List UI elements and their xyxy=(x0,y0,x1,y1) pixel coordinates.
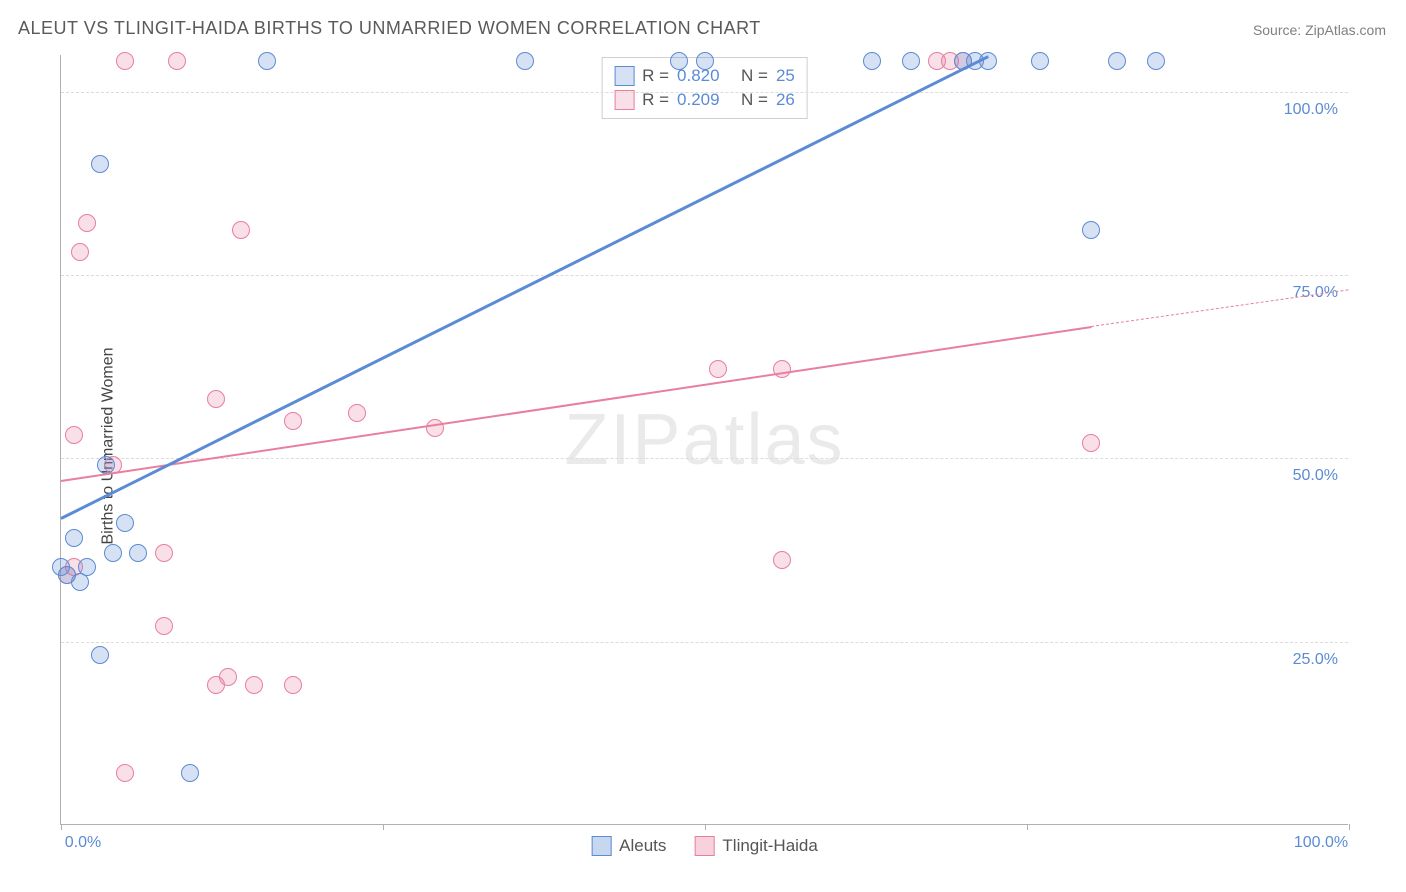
y-tick-label: 100.0% xyxy=(1284,101,1338,119)
data-point xyxy=(97,456,115,474)
data-point xyxy=(116,52,134,70)
trend-line xyxy=(1091,290,1349,328)
n-label: N = xyxy=(741,90,768,110)
n-value-aleuts: 25 xyxy=(776,66,795,86)
watermark-bold: ZIP xyxy=(564,400,682,480)
data-point xyxy=(129,544,147,562)
data-point xyxy=(91,155,109,173)
swatch-aleuts xyxy=(614,66,634,86)
data-point xyxy=(116,514,134,532)
data-point xyxy=(1082,434,1100,452)
data-point xyxy=(863,52,881,70)
legend-item: Tlingit-Haida xyxy=(694,836,817,856)
n-value-tlingit: 26 xyxy=(776,90,795,110)
data-point xyxy=(773,360,791,378)
data-point xyxy=(71,243,89,261)
data-point xyxy=(219,668,237,686)
series-legend: Aleuts Tlingit-Haida xyxy=(591,836,818,856)
data-point xyxy=(168,52,186,70)
x-tick-label: 0.0% xyxy=(65,834,101,852)
data-point xyxy=(155,617,173,635)
watermark-thin: atlas xyxy=(682,400,844,480)
chart-title: ALEUT VS TLINGIT-HAIDA BIRTHS TO UNMARRI… xyxy=(18,18,761,39)
data-point xyxy=(696,52,714,70)
y-tick-label: 50.0% xyxy=(1293,467,1338,485)
x-tick-mark xyxy=(1027,824,1028,830)
data-point xyxy=(245,676,263,694)
data-point xyxy=(1031,52,1049,70)
data-point xyxy=(207,390,225,408)
data-point xyxy=(155,544,173,562)
data-point xyxy=(1082,221,1100,239)
legend-swatch xyxy=(694,836,714,856)
data-point xyxy=(284,412,302,430)
legend-label: Tlingit-Haida xyxy=(722,836,817,856)
y-tick-label: 25.0% xyxy=(1293,651,1338,669)
r-label: R = xyxy=(642,66,669,86)
x-tick-label: 100.0% xyxy=(1294,834,1348,852)
gridline xyxy=(61,275,1348,276)
data-point xyxy=(773,551,791,569)
gridline xyxy=(61,92,1348,93)
x-tick-mark xyxy=(705,824,706,830)
data-point xyxy=(104,544,122,562)
x-tick-mark xyxy=(1349,824,1350,830)
data-point xyxy=(181,764,199,782)
legend-label: Aleuts xyxy=(619,836,666,856)
data-point xyxy=(258,52,276,70)
gridline xyxy=(61,642,1348,643)
r-value-tlingit: 0.209 xyxy=(677,90,733,110)
data-point xyxy=(979,52,997,70)
r-label: R = xyxy=(642,90,669,110)
data-point xyxy=(116,764,134,782)
data-point xyxy=(65,529,83,547)
data-point xyxy=(516,52,534,70)
data-point xyxy=(709,360,727,378)
n-label: N = xyxy=(741,66,768,86)
scatter-plot-area: ZIPatlas R = 0.820 N = 25 R = 0.209 N = … xyxy=(60,55,1348,825)
swatch-tlingit xyxy=(614,90,634,110)
watermark: ZIPatlas xyxy=(564,399,844,481)
legend-item: Aleuts xyxy=(591,836,666,856)
data-point xyxy=(58,566,76,584)
data-point xyxy=(1147,52,1165,70)
data-point xyxy=(65,426,83,444)
data-point xyxy=(426,419,444,437)
x-tick-mark xyxy=(383,824,384,830)
source-attribution: Source: ZipAtlas.com xyxy=(1253,22,1386,38)
trend-line xyxy=(60,55,989,520)
data-point xyxy=(232,221,250,239)
data-point xyxy=(670,52,688,70)
gridline xyxy=(61,458,1348,459)
data-point xyxy=(902,52,920,70)
data-point xyxy=(348,404,366,422)
x-tick-mark xyxy=(61,824,62,830)
data-point xyxy=(1108,52,1126,70)
data-point xyxy=(78,214,96,232)
legend-swatch xyxy=(591,836,611,856)
data-point xyxy=(284,676,302,694)
data-point xyxy=(91,646,109,664)
